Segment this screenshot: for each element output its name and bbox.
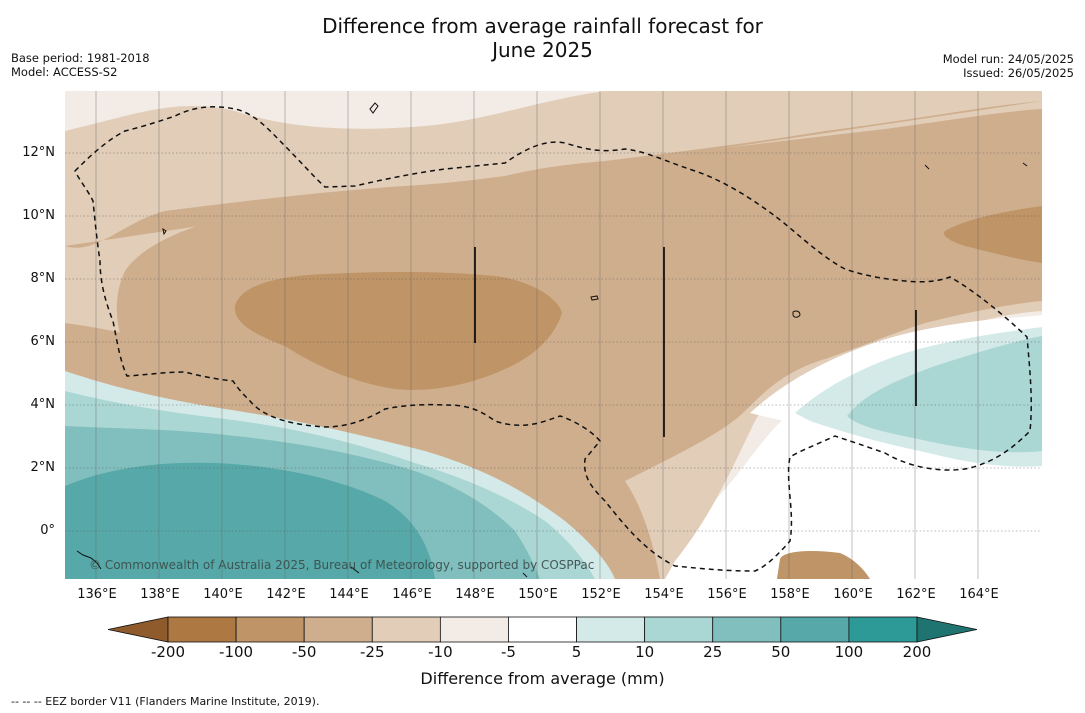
lat-label-6n: 6°N: [30, 334, 56, 349]
fill-plus-100-sw: [65, 462, 435, 579]
fill-plus-25-east: [847, 336, 1042, 453]
issued-text: Issued: 26/05/2025: [963, 66, 1074, 80]
colorbar: [108, 616, 978, 643]
map-title: Difference from average rainfall forecas…: [0, 14, 1085, 62]
eez-border-palau: [74, 106, 1032, 572]
colorbar-tick-label: -25: [360, 643, 385, 661]
lon-label-150e: 150°E: [518, 587, 558, 602]
lon-label-152e: 152°E: [581, 587, 621, 602]
colorbar-tick-label: 10: [635, 643, 655, 661]
model-text: Model: ACCESS-S2: [11, 65, 118, 79]
lon-label-142e: 142°E: [266, 587, 306, 602]
lon-label-138e: 138°E: [140, 587, 180, 602]
lat-label-2n: 2°N: [30, 460, 56, 475]
lon-label-144e: 144°E: [329, 587, 369, 602]
colorbar-tick-label: 25: [703, 643, 723, 661]
lat-label-8n: 8°N: [30, 271, 56, 286]
colorbar-cell: [439, 616, 509, 643]
colorbar-tick-label: -10: [428, 643, 453, 661]
colorbar-cell: [644, 616, 714, 643]
title-line-1: Difference from average rainfall forecas…: [322, 14, 763, 38]
colorbar-tick-label: -100: [219, 643, 254, 661]
lon-label-162e: 162°E: [896, 587, 936, 602]
colorbar-tick-label: 100: [834, 643, 864, 661]
lon-label-158e: 158°E: [770, 587, 810, 602]
colorbar-over-arrow: [916, 616, 978, 643]
colorbar-cell: [712, 616, 782, 643]
colorbar-tick-label: -50: [291, 643, 317, 661]
fill-minus-100-south: [777, 551, 870, 579]
colorbar-cell: [576, 616, 646, 643]
meridians: [95, 91, 979, 579]
colorbar-cell: [303, 616, 373, 643]
colorbar-tick-label: -200: [150, 643, 186, 661]
lon-label-154e: 154°E: [644, 587, 684, 602]
colorbar-tick-label: 50: [771, 643, 791, 661]
rainfall-map: [65, 91, 1042, 579]
colorbar-cell: [780, 616, 850, 643]
colorbar-cell: [167, 616, 237, 643]
colorbar-cell: [371, 616, 441, 643]
colorbar-title: Difference from average (mm): [420, 669, 665, 688]
colorbar-cell: [235, 616, 305, 643]
lon-label-136e: 136°E: [77, 587, 117, 602]
meta-right: Model run: 24/05/2025 Issued: 26/05/2025: [943, 52, 1074, 80]
lon-label-140e: 140°E: [203, 587, 243, 602]
colorbar-under-arrow: [108, 616, 169, 643]
fill-minus-100-east: [944, 206, 1042, 263]
eez-footnote: -- -- -- EEZ border V11 (Flanders Marine…: [11, 695, 320, 708]
colorbar-tick-label: -5: [500, 643, 516, 661]
transect-lines: [474, 247, 917, 437]
colorbar-cell: [848, 616, 918, 643]
lat-label-10n: 10°N: [22, 208, 55, 223]
copyright-notice: © Commonwealth of Australia 2025, Bureau…: [89, 558, 595, 572]
fill-minus-100-west: [234, 271, 562, 390]
graticule: [65, 152, 1042, 532]
model-run-text: Model run: 24/05/2025: [942, 52, 1074, 66]
colorbar-tick-label: 5: [571, 643, 582, 661]
lon-label-164e: 164°E: [959, 587, 999, 602]
lon-label-148e: 148°E: [455, 587, 495, 602]
islands: [76, 102, 1028, 578]
colorbar-cell: [508, 616, 577, 643]
lat-label-12n: 12°N: [22, 145, 55, 160]
meta-left: Base period: 1981-2018 Model: ACCESS-S2: [11, 51, 150, 79]
colorbar-tick-label: 200: [902, 643, 932, 661]
lon-label-160e: 160°E: [833, 587, 873, 602]
lat-label-0: 0°: [40, 523, 55, 538]
lat-label-4n: 4°N: [30, 397, 56, 412]
title-line-2: June 2025: [492, 38, 593, 62]
base-period-text: Base period: 1981-2018: [11, 51, 150, 65]
lon-label-156e: 156°E: [707, 587, 747, 602]
lon-label-146e: 146°E: [392, 587, 432, 602]
map-canvas: [65, 91, 1042, 579]
